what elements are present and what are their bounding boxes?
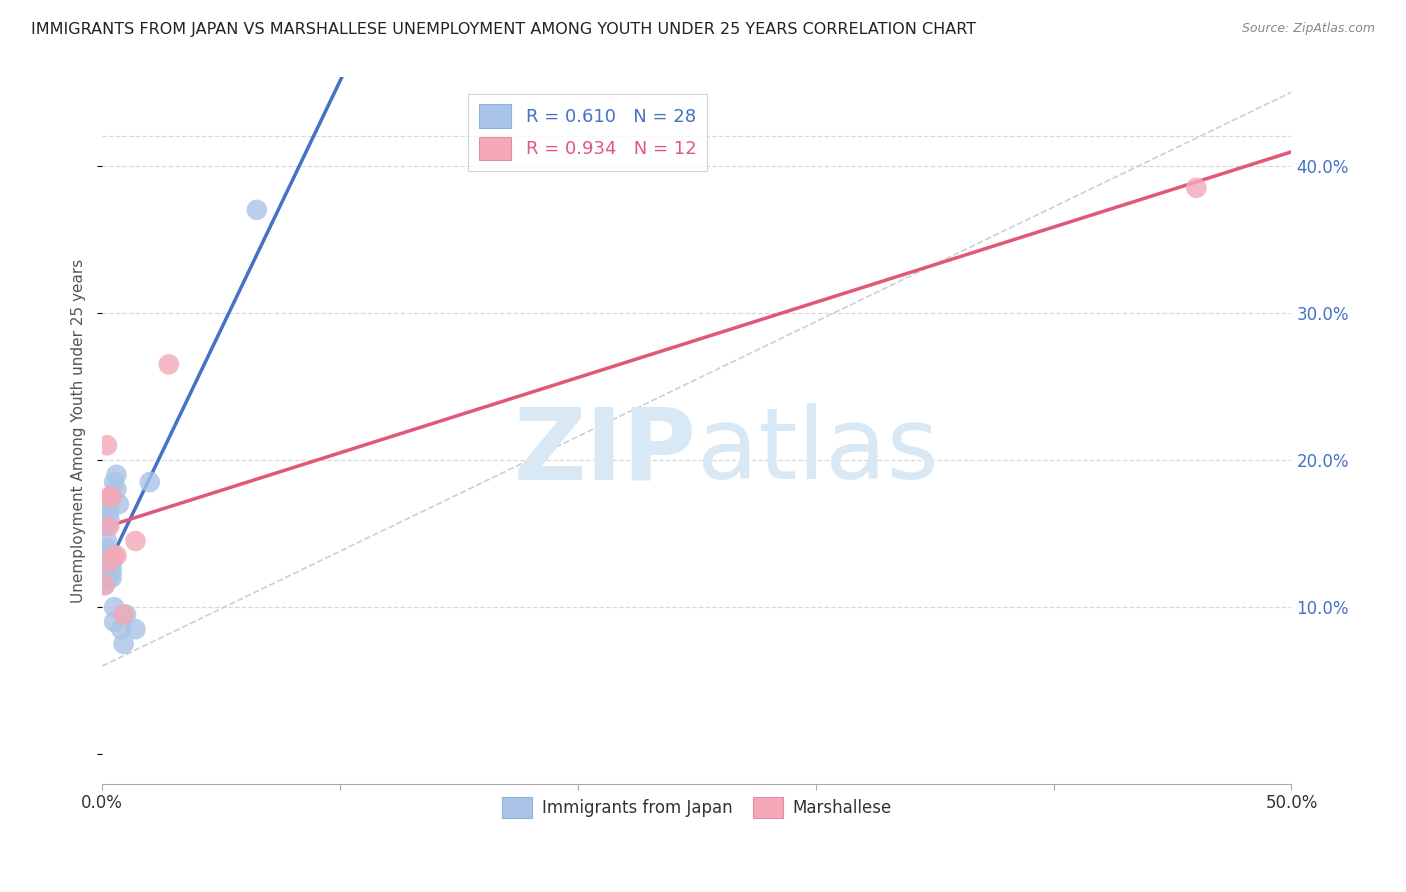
Immigrants from Japan xyxy=(108,497,131,511)
Marshallese xyxy=(93,578,115,592)
Marshallese xyxy=(157,357,180,371)
Immigrants from Japan xyxy=(139,475,162,489)
Immigrants from Japan xyxy=(96,519,118,533)
Immigrants from Japan xyxy=(96,549,118,563)
Immigrants from Japan xyxy=(98,571,121,585)
Immigrants from Japan xyxy=(246,202,269,217)
Marshallese xyxy=(103,549,125,563)
Immigrants from Japan xyxy=(98,504,121,518)
Marshallese xyxy=(1185,181,1208,195)
Immigrants from Japan xyxy=(96,533,118,548)
Marshallese xyxy=(124,533,146,548)
Text: Source: ZipAtlas.com: Source: ZipAtlas.com xyxy=(1241,22,1375,36)
Immigrants from Japan xyxy=(96,541,118,556)
Immigrants from Japan xyxy=(110,622,132,636)
Immigrants from Japan xyxy=(93,556,115,570)
Immigrants from Japan xyxy=(105,483,128,497)
Immigrants from Japan xyxy=(103,600,125,615)
Text: atlas: atlas xyxy=(697,403,938,500)
Legend: Immigrants from Japan, Marshallese: Immigrants from Japan, Marshallese xyxy=(495,790,898,825)
Marshallese xyxy=(96,438,118,452)
Immigrants from Japan xyxy=(115,607,138,622)
Y-axis label: Unemployment Among Youth under 25 years: Unemployment Among Youth under 25 years xyxy=(72,259,86,603)
Immigrants from Japan xyxy=(103,615,125,629)
Text: IMMIGRANTS FROM JAPAN VS MARSHALLESE UNEMPLOYMENT AMONG YOUTH UNDER 25 YEARS COR: IMMIGRANTS FROM JAPAN VS MARSHALLESE UNE… xyxy=(31,22,976,37)
Immigrants from Japan xyxy=(100,556,122,570)
Marshallese xyxy=(100,490,122,504)
Immigrants from Japan xyxy=(93,578,115,592)
Text: ZIP: ZIP xyxy=(515,403,697,500)
Immigrants from Japan xyxy=(112,637,135,651)
Immigrants from Japan xyxy=(100,563,122,577)
Immigrants from Japan xyxy=(100,490,122,504)
Immigrants from Japan xyxy=(105,467,128,482)
Immigrants from Japan xyxy=(98,556,121,570)
Marshallese xyxy=(112,607,135,622)
Immigrants from Japan xyxy=(100,571,122,585)
Immigrants from Japan xyxy=(98,497,121,511)
Immigrants from Japan xyxy=(93,563,115,577)
Marshallese xyxy=(98,519,121,533)
Marshallese xyxy=(105,549,128,563)
Marshallese xyxy=(96,556,118,570)
Marshallese xyxy=(98,490,121,504)
Immigrants from Japan xyxy=(103,475,125,489)
Immigrants from Japan xyxy=(98,512,121,526)
Immigrants from Japan xyxy=(124,622,146,636)
